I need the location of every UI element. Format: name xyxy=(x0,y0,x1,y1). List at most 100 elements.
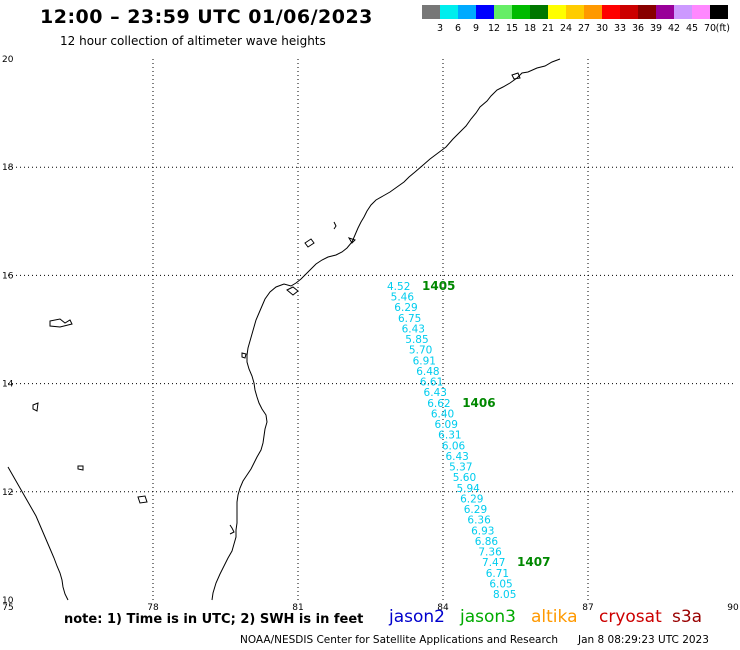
wave-height-value: 6.93 xyxy=(471,525,494,537)
legend-label: 39 xyxy=(650,23,662,34)
legend-swatch xyxy=(674,5,692,19)
lat-tick-label: 18 xyxy=(2,163,14,173)
satellite-altika: altika xyxy=(531,607,578,627)
legend-swatch xyxy=(476,5,494,19)
wave-height-color-legend: 3 6 9 12 15 18 21 24 27 30 33 36 39 42 45 70 (ft) xyxy=(422,5,730,34)
satellite-jason3: jason3 xyxy=(460,607,516,627)
lat-tick-label: 10 xyxy=(2,596,14,606)
lake-5 xyxy=(241,352,247,359)
lon-tick-label: 81 xyxy=(292,603,303,613)
wave-height-value: 6.36 xyxy=(467,515,491,527)
wave-height-value: 6.29 xyxy=(460,493,483,505)
coastline xyxy=(7,58,561,601)
wave-height-value: 6.86 xyxy=(475,536,499,548)
wave-height-value: 5.37 xyxy=(449,462,472,474)
time-label: 1406 xyxy=(462,396,495,410)
lake-4 xyxy=(77,465,84,471)
andaman-island xyxy=(333,221,337,230)
legend-label: 15 xyxy=(506,23,518,34)
legend-label: 36 xyxy=(632,23,644,34)
wave-height-value: 6.29 xyxy=(394,302,417,314)
legend-swatch xyxy=(422,5,440,19)
coast-inlet xyxy=(304,238,315,248)
legend-label: 30 xyxy=(596,23,608,34)
legend-label: 45 xyxy=(686,23,698,34)
wave-height-value: 8.05 xyxy=(493,589,516,601)
wave-height-value: 6.40 xyxy=(431,408,454,420)
east-coast-line xyxy=(211,58,561,601)
legend-label: 18 xyxy=(524,23,536,34)
lat-tick-label: 14 xyxy=(2,380,14,390)
legend-swatch xyxy=(584,5,602,19)
legend-unit: (ft) xyxy=(716,23,730,34)
altimeter-track: 4.525.466.296.756.435.855.706.916.486.61… xyxy=(387,279,550,601)
east-coast-detail xyxy=(511,72,521,80)
legend-label: 9 xyxy=(473,23,479,34)
lake-3 xyxy=(137,495,148,504)
legend-swatch xyxy=(512,5,530,19)
legend-swatch xyxy=(458,5,476,19)
legend-swatch xyxy=(602,5,620,19)
wave-height-value: 6.91 xyxy=(413,355,436,367)
wave-height-value: 7.47 xyxy=(482,557,505,569)
lon-tick-label: 78 xyxy=(147,603,159,613)
satellite-jason2: jason2 xyxy=(389,607,445,627)
satellite-s3a: s3a xyxy=(672,607,703,627)
wave-height-value: 6.61 xyxy=(420,377,443,389)
lon-tick-label: 84 xyxy=(437,603,449,613)
time-label: 1405 xyxy=(422,279,455,293)
footer-organization: NOAA/NESDIS Center for Satellite Applica… xyxy=(240,634,558,646)
legend-label: 3 xyxy=(437,23,443,34)
lon-tick-label: 75 xyxy=(2,603,13,613)
time-label: 1407 xyxy=(517,555,550,569)
legend-label: 70 xyxy=(704,23,716,34)
legend-label: 24 xyxy=(560,23,572,34)
legend-swatch xyxy=(692,5,710,19)
legend-label: 6 xyxy=(455,23,461,34)
wave-height-value: 7.36 xyxy=(478,547,502,559)
wave-height-value: 6.06 xyxy=(442,440,466,452)
legend-swatch xyxy=(656,5,674,19)
legend-swatch xyxy=(530,5,548,19)
map-grid xyxy=(8,59,733,600)
river-delta xyxy=(286,286,299,296)
legend-label: 12 xyxy=(488,23,500,34)
legend-swatch xyxy=(494,5,512,19)
map-title: 12:00 – 23:59 UTC 01/06/2023 xyxy=(40,6,373,28)
wave-height-value: 6.43 xyxy=(402,323,425,335)
map-ticks: 75 78 81 84 87 90 10 12 14 16 18 20 xyxy=(2,55,739,613)
wave-height-value: 6.48 xyxy=(416,366,439,378)
legend-label: 21 xyxy=(542,23,554,34)
wave-height-value: 6.43 xyxy=(445,451,468,463)
legend-swatch xyxy=(440,5,458,19)
lon-tick-label: 87 xyxy=(582,603,593,613)
wave-height-value: 6.43 xyxy=(424,387,447,399)
lake-1 xyxy=(49,318,73,328)
legend-swatch xyxy=(638,5,656,19)
wave-height-value: 6.62 xyxy=(427,398,450,410)
lat-tick-label: 16 xyxy=(2,271,14,281)
wave-height-value: 5.60 xyxy=(453,472,476,484)
wave-height-value: 4.52 xyxy=(387,281,410,293)
legend-label: 33 xyxy=(614,23,626,34)
wave-height-value: 6.75 xyxy=(398,313,421,325)
wave-height-value: 5.46 xyxy=(391,292,415,304)
wave-height-value: 6.29 xyxy=(464,504,487,516)
sri-lanka-outline xyxy=(229,524,235,535)
map-subtitle: 12 hour collection of altimeter wave hei… xyxy=(60,34,326,48)
wave-height-value: 6.71 xyxy=(486,568,509,580)
legend-swatch xyxy=(548,5,566,19)
satellite-cryosat: cryosat xyxy=(599,607,662,627)
lon-tick-label: 90 xyxy=(727,603,739,613)
coast-inlet-2 xyxy=(347,237,356,244)
lake-2 xyxy=(32,402,39,412)
legend-label: 42 xyxy=(668,23,680,34)
lat-tick-label: 12 xyxy=(2,488,13,498)
footer-note: note: 1) Time is in UTC; 2) SWH is in fe… xyxy=(64,612,364,627)
west-coast-line xyxy=(7,466,69,601)
legend-swatch xyxy=(620,5,638,19)
wave-height-value: 6.05 xyxy=(489,578,512,590)
wave-height-value: 5.85 xyxy=(405,334,428,346)
legend-swatch xyxy=(566,5,584,19)
